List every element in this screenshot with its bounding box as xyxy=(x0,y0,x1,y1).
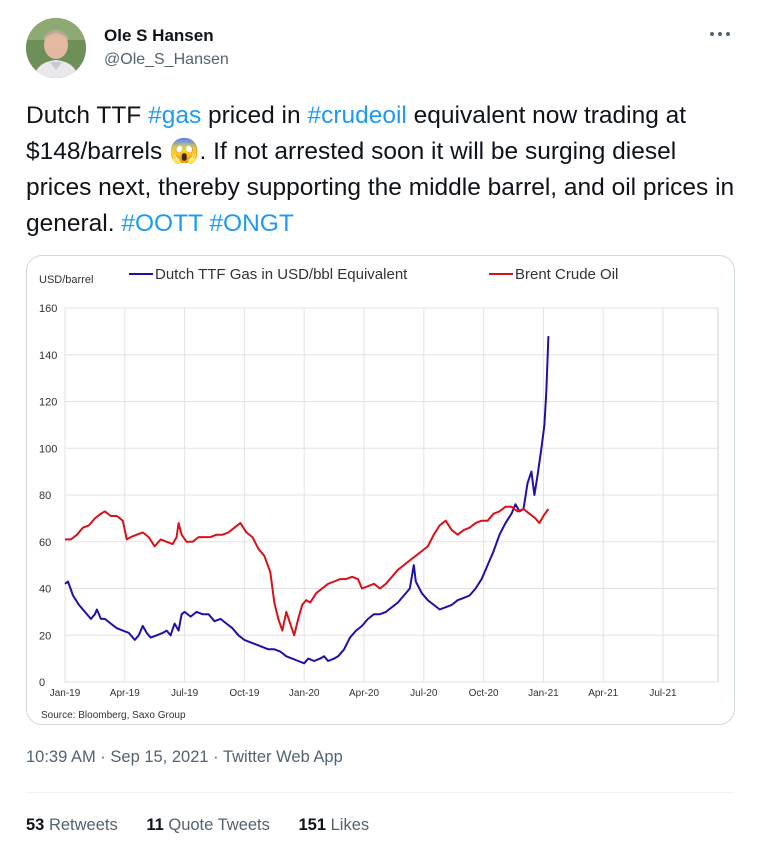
x-tick-label: Jan-20 xyxy=(289,688,320,699)
hashtag-ongt[interactable]: #ONGT xyxy=(209,210,294,237)
x-tick-label: Apr-21 xyxy=(588,688,618,699)
x-tick-label: Jul-19 xyxy=(171,688,199,699)
tweet-date[interactable]: Sep 15, 2021 xyxy=(110,748,209,766)
more-horizontal-icon[interactable] xyxy=(708,24,732,50)
x-tick-label: Jan-19 xyxy=(50,688,81,699)
avatar-image xyxy=(26,18,86,78)
hashtag-gas[interactable]: #gas xyxy=(148,102,202,129)
y-tick-label: 120 xyxy=(39,397,57,409)
screaming-face-emoji: 😱 xyxy=(169,138,200,165)
y-axis-label: USD/barrel xyxy=(39,274,93,286)
hashtag-crudeoil[interactable]: #crudeoil xyxy=(307,102,407,129)
tweet-timestamp: 10:39 AM · Sep 15, 2021 · Twitter Web Ap… xyxy=(26,748,343,767)
x-tick-label: Jul-20 xyxy=(410,688,438,699)
y-tick-label: 60 xyxy=(39,537,51,549)
tweet-text-part: equivalent now trading at $148/barrels xyxy=(26,102,687,165)
tweet-text-part: . If not arrested soon it will be surgin… xyxy=(26,138,735,237)
quote-tweets-count: 11 xyxy=(146,816,164,834)
tweet-text: Dutch TTF #gas priced in #crudeoil equiv… xyxy=(26,98,738,242)
retweets-count: 53 xyxy=(26,816,45,834)
x-tick-label: Oct-19 xyxy=(229,688,259,699)
likes-label: Likes xyxy=(330,816,370,834)
x-tick-label: Oct-20 xyxy=(469,688,499,699)
y-tick-label: 160 xyxy=(39,303,57,315)
y-tick-label: 20 xyxy=(39,630,51,642)
y-tick-label: 40 xyxy=(39,584,51,596)
x-tick-label: Apr-19 xyxy=(110,688,140,699)
x-tick-label: Jul-21 xyxy=(649,688,677,699)
divider xyxy=(26,792,734,793)
tweet-source-app[interactable]: Twitter Web App xyxy=(222,748,343,766)
y-tick-label: 140 xyxy=(39,350,57,362)
chart-image-card[interactable]: 0 20 40 60 80 100 120 140 160 Jan-19 Apr-19 Jul-19 O… xyxy=(26,255,735,725)
line-chart: 0 20 40 60 80 100 120 140 160 Jan-19 Apr-19 Jul-19 O… xyxy=(39,266,719,721)
more-horizontal-icon-svg xyxy=(710,32,730,36)
retweets-label: Retweets xyxy=(48,816,118,834)
tweet-time[interactable]: 10:39 AM xyxy=(26,748,96,766)
likes-count: 151 xyxy=(298,816,327,834)
separator: · xyxy=(208,748,223,766)
tweet-text-part: priced in xyxy=(201,102,308,129)
series-line-brent xyxy=(65,505,550,637)
series-line-gas xyxy=(64,336,550,665)
likes-stat[interactable]: 151 Likes xyxy=(298,816,369,834)
legend: Dutch TTF Gas in USD/bbl Equivalent Bren… xyxy=(129,266,618,283)
avatar[interactable] xyxy=(26,18,86,78)
y-tick-label: 100 xyxy=(39,443,57,455)
chart-source: Source: Bloomberg, Saxo Group xyxy=(41,710,186,721)
quote-tweets-stat[interactable]: 11 Quote Tweets xyxy=(146,816,270,834)
y-tick-label: 0 xyxy=(39,677,45,689)
x-tick-label: Apr-20 xyxy=(349,688,379,699)
tweet-text-part: Dutch TTF xyxy=(26,102,149,129)
y-tick-label: 80 xyxy=(39,490,51,502)
x-tick-label: Jan-21 xyxy=(528,688,559,699)
quote-tweets-label: Quote Tweets xyxy=(168,816,270,834)
hashtag-oott[interactable]: #OOTT xyxy=(121,210,203,237)
retweets-stat[interactable]: 53 Retweets xyxy=(26,816,118,834)
legend-label-gas: Dutch TTF Gas in USD/bbl Equivalent xyxy=(155,266,408,283)
legend-label-brent: Brent Crude Oil xyxy=(515,266,618,283)
separator: · xyxy=(95,748,111,766)
author-handle[interactable]: @Ole_S_Hansen xyxy=(104,51,229,68)
author-name[interactable]: Ole S Hansen xyxy=(104,26,214,45)
tweet-stats: 53 Retweets 11 Quote Tweets 151 Likes xyxy=(26,816,393,835)
